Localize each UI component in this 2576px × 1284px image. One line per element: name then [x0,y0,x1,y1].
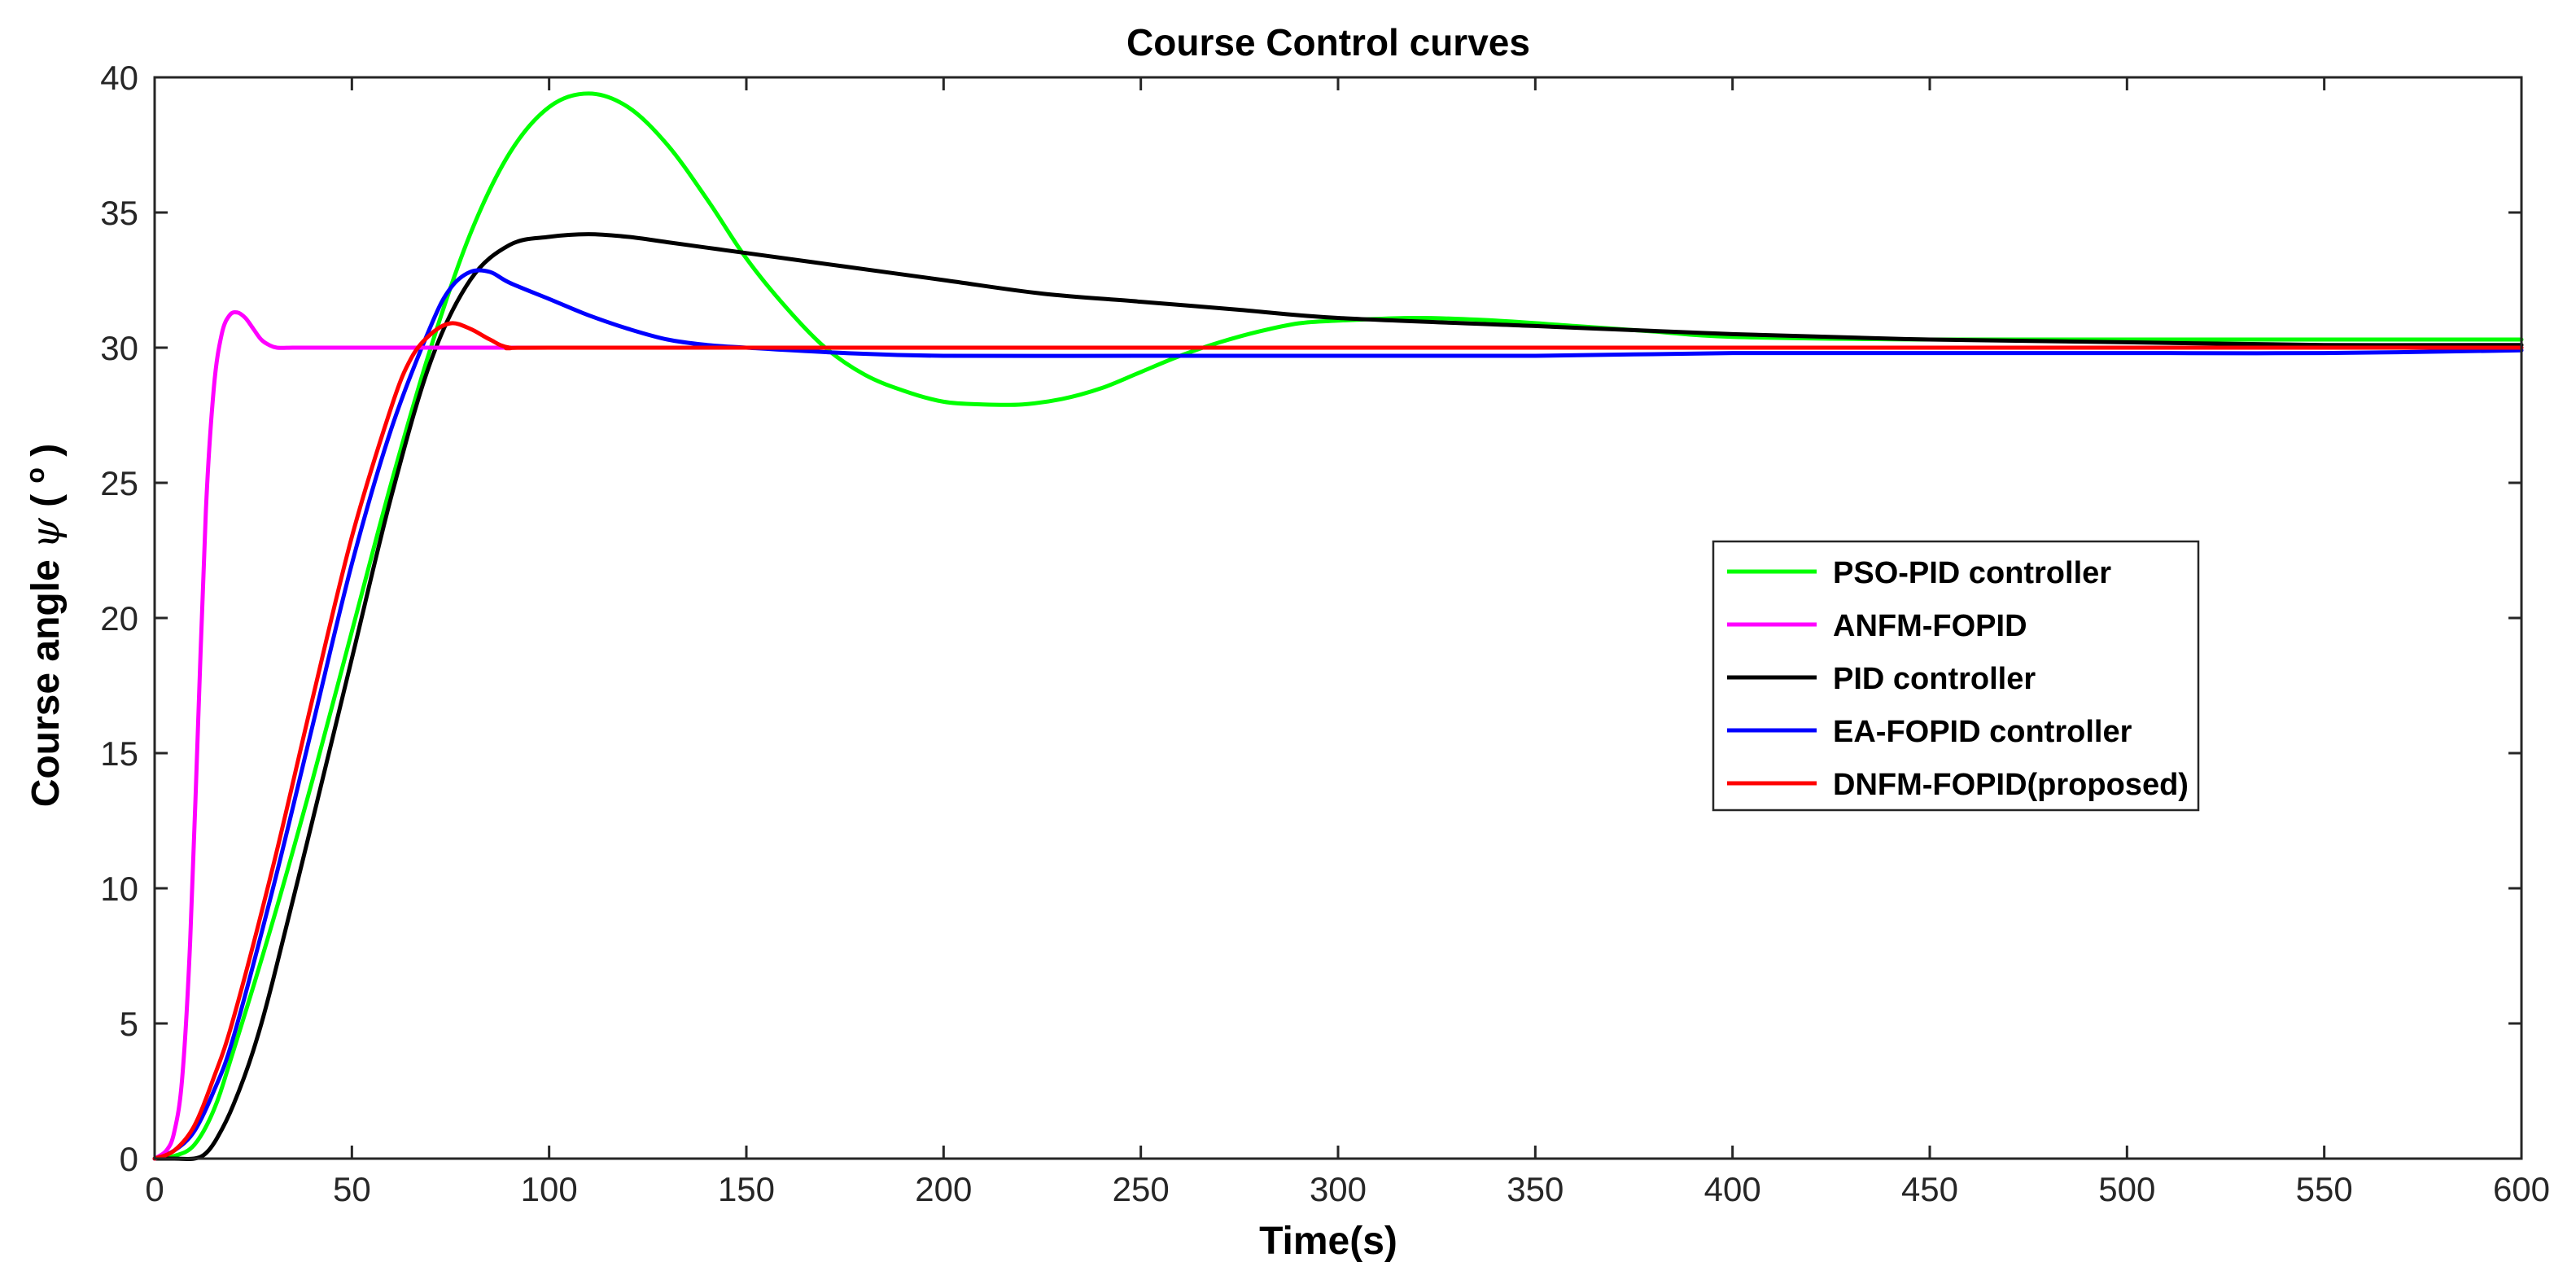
y-axis-label-symbol: ψ [23,517,68,549]
series-line-ea-fopid-controller [152,268,2524,1161]
x-tick-label: 550 [2296,1170,2353,1208]
x-tick-label: 250 [1113,1170,1170,1208]
series-line-dnfm-fopid-proposed [152,321,2524,1161]
y-tick-label: 5 [120,1005,138,1043]
y-tick-label: 30 [100,329,138,367]
x-tick-label: 0 [145,1170,164,1208]
y-axis-label-unit-close: ) [24,444,68,457]
y-tick-label: 0 [120,1140,138,1178]
x-tick-label: 150 [718,1170,775,1208]
y-axis-ticks: 0 5 10 15 20 25 30 35 40 [100,59,2521,1178]
y-axis-label-unit-open: ( [24,494,68,507]
y-axis-label-text: Course angle [24,549,68,807]
legend-label-pso-pid-controller: PSO-PID controller [1833,556,2111,590]
y-tick-label: 40 [100,59,138,97]
legend: PSO-PID controller ANFM-FOPID PID controll… [1712,540,2200,812]
legend-items: PSO-PID controller ANFM-FOPID PID controll… [1727,556,2189,802]
y-tick-label: 10 [100,870,138,908]
series-lines [152,91,2524,1161]
x-tick-label: 450 [1901,1170,1958,1208]
x-tick-label: 200 [915,1170,972,1208]
plot-area-frame [153,76,2523,1160]
x-tick-label: 500 [2098,1170,2155,1208]
y-axis-label: Course angle ψ ( o ) [10,444,68,808]
x-tick-label: 350 [1507,1170,1564,1208]
legend-label-pid-controller: PID controller [1833,662,2036,696]
legend-label-ea-fopid-controller: EA-FOPID controller [1833,715,2132,749]
y-tick-label: 35 [100,194,138,232]
y-axis-label-unit: o [20,467,50,484]
x-tick-label: 600 [2493,1170,2550,1208]
x-tick-label: 100 [521,1170,578,1208]
x-tick-label: 300 [1310,1170,1367,1208]
chart-title: Course Control curves [1126,21,1530,64]
x-tick-label: 50 [333,1170,371,1208]
x-axis-label: Time(s) [1259,1220,1397,1263]
y-tick-label: 25 [100,464,138,502]
series-line-pid-controller [152,232,2524,1161]
y-tick-label: 20 [100,599,138,638]
x-tick-label: 400 [1704,1170,1761,1208]
legend-label-dnfm-fopid-proposed: DNFM-FOPID(proposed) [1833,768,2189,802]
y-tick-label: 15 [100,734,138,773]
x-axis-ticks: 0 50 100 150 200 250 300 350 400 450 500 550 600 [145,77,2550,1208]
legend-label-anfm-fopid: ANFM-FOPID [1833,609,2027,643]
